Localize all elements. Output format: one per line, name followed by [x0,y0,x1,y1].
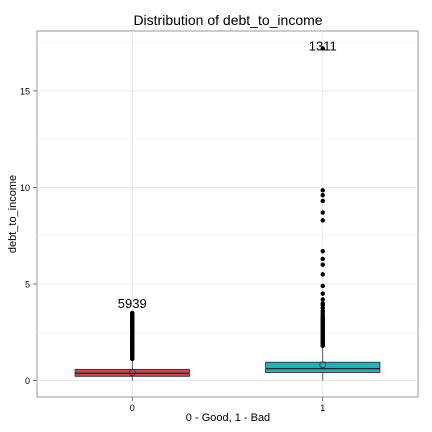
x-tick-label: 0 [130,403,135,413]
outlier-point [320,198,325,204]
x-tick-label: 1 [320,403,325,413]
mean-marker [128,369,136,377]
axis-ticks: 0 5 10 15 0 1 [20,86,325,413]
outlier-point [130,310,135,316]
outlier-point [320,218,325,223]
chart-title: Distribution of debt_to_income [133,12,322,28]
outlier-point [320,248,325,254]
outlier-point [320,283,325,289]
outlier-point [320,297,325,302]
x-axis-label: 0 - Good, 1 - Bad [186,412,270,424]
outlier-point [320,301,325,306]
y-tick-label: 5 [25,280,30,290]
outlier-point [320,291,325,296]
plot-panel [36,30,419,398]
outlier-point [320,188,325,193]
outlier-point [320,256,325,262]
y-tick-label: 10 [20,183,30,193]
boxes [74,346,381,381]
y-tick-label: 0 [25,376,30,386]
outlier-point [320,210,325,215]
count-labels: 5939 1311 [118,38,337,311]
mean-marker [319,361,327,369]
y-tick-label: 15 [20,86,30,96]
y-axis-label: debt_to_income [7,175,19,253]
outlier-point [320,192,325,198]
count-label-1: 1311 [309,38,337,53]
outlier-point [320,272,325,277]
outlier-point [320,262,325,267]
outlier-points [130,46,325,362]
outlier-point [320,46,325,51]
count-label-0: 5939 [118,296,147,311]
